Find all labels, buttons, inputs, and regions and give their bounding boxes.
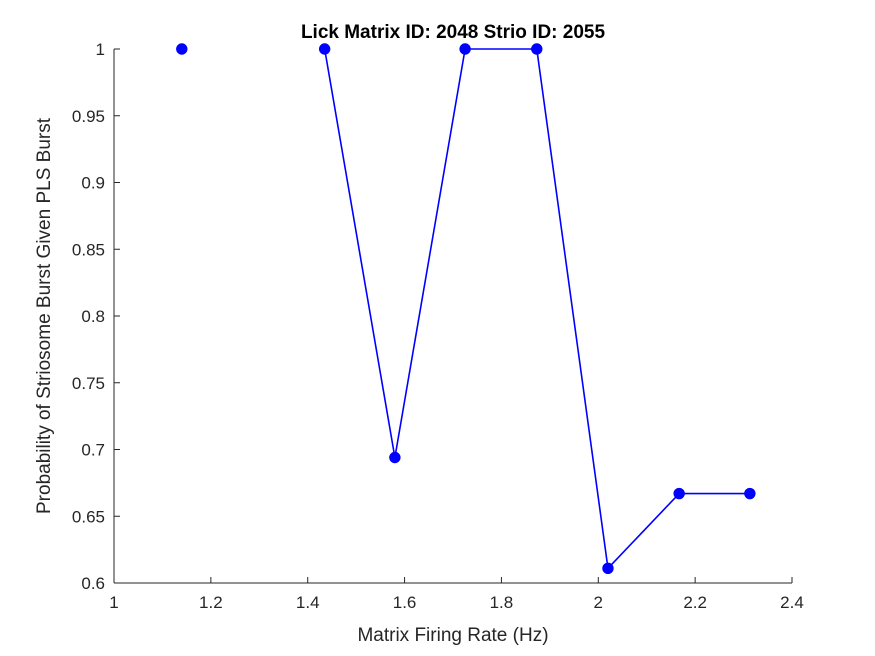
data-series xyxy=(176,43,756,575)
x-tick-label: 1.8 xyxy=(490,593,514,612)
x-tick-label: 2.2 xyxy=(683,593,707,612)
x-axis-label: Matrix Firing Rate (Hz) xyxy=(357,625,548,646)
y-tick-label: 0.9 xyxy=(81,174,105,193)
x-tick-label: 1.6 xyxy=(393,593,417,612)
y-tick-label: 0.7 xyxy=(81,441,105,460)
y-tick-label: 0.65 xyxy=(72,507,105,526)
x-tick-label: 1 xyxy=(109,593,118,612)
y-tick-label: 0.6 xyxy=(81,574,105,593)
x-tick-label: 2.4 xyxy=(780,593,804,612)
x-tick-label: 1.2 xyxy=(199,593,223,612)
series-line xyxy=(323,48,750,571)
data-point xyxy=(531,43,543,55)
data-point xyxy=(744,487,756,500)
x-tick-label: 2 xyxy=(594,593,603,612)
data-point xyxy=(176,43,188,55)
chart-title: Lick Matrix ID: 2048 Strio ID: 2055 xyxy=(301,22,606,43)
tick-marks xyxy=(113,48,793,584)
x-tick-label: 1.4 xyxy=(296,593,320,612)
data-point xyxy=(318,43,331,55)
y-tick-label: 0.95 xyxy=(72,107,105,126)
axes xyxy=(113,49,792,584)
y-tick-label: 1 xyxy=(96,40,105,59)
data-point xyxy=(459,43,471,55)
y-tick-label: 0.8 xyxy=(81,307,105,326)
data-point xyxy=(602,562,614,575)
data-point xyxy=(389,451,401,464)
y-axis-label: Probability of Striosome Burst Given PLS… xyxy=(34,117,55,514)
y-tick-label: 0.75 xyxy=(72,374,105,393)
tick-labels: 1 1.2 1.4 1.6 1.8 2 2.2 2.4 0.6 0.65 0.7 0.75 0.8 0.8… xyxy=(72,40,804,612)
y-tick-label: 0.85 xyxy=(72,240,105,259)
data-point xyxy=(673,487,685,500)
